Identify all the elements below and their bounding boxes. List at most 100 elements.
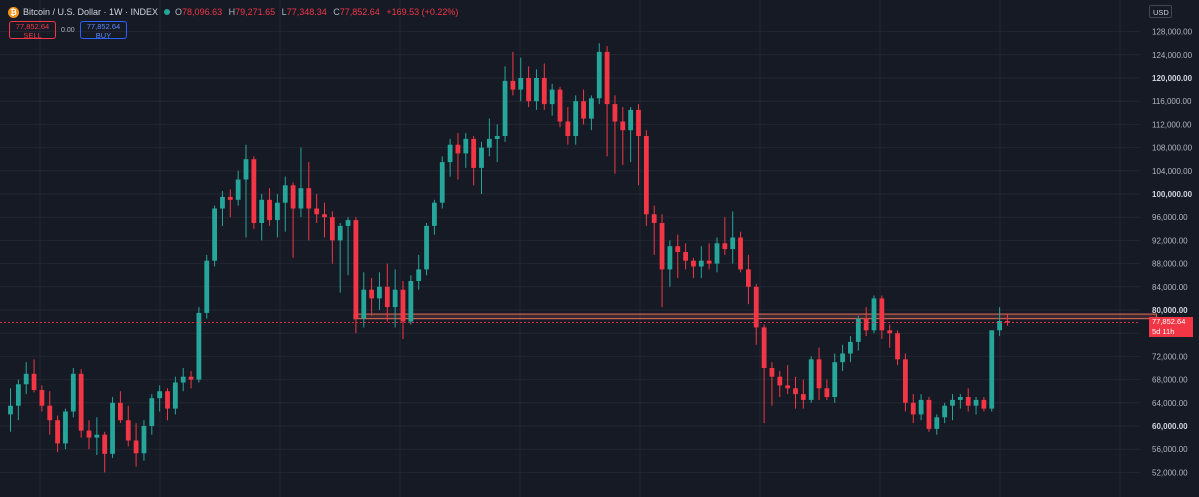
- candle-body: [275, 202, 280, 221]
- buy-label: BUY: [95, 30, 112, 40]
- candle-body: [981, 399, 987, 409]
- candle: [94, 417, 100, 455]
- symbol-title[interactable]: Bitcoin / U.S. Dollar · 1W · INDEX: [23, 7, 159, 17]
- candle-body: [942, 405, 948, 418]
- candle-body: [298, 188, 304, 209]
- high-value: 79,271.65: [235, 7, 276, 17]
- chart-header: ₿ Bitcoin / U.S. Dollar · 1W · INDEX O78…: [8, 5, 458, 19]
- high-label: H: [228, 7, 236, 17]
- candle: [746, 254, 751, 305]
- candle-body: [581, 101, 586, 119]
- candle-body: [204, 260, 210, 313]
- candle: [589, 95, 594, 131]
- candle: [267, 188, 272, 226]
- candle: [39, 385, 45, 412]
- candle: [753, 283, 759, 345]
- candle-body: [424, 225, 429, 270]
- candle: [683, 243, 688, 270]
- candle: [934, 414, 940, 435]
- candle-body: [628, 109, 634, 131]
- candle: [738, 231, 743, 273]
- sell-button[interactable]: 77,852.64 SELL: [9, 21, 56, 39]
- bitcoin-icon: ₿: [8, 6, 19, 18]
- candle: [298, 147, 304, 218]
- change-value: +169.53 (+0.22%): [386, 7, 459, 17]
- candle-body: [220, 196, 225, 209]
- candle: [612, 95, 618, 174]
- candle: [667, 240, 673, 287]
- candle-body: [157, 391, 163, 399]
- candle-body: [808, 359, 814, 400]
- candle: [808, 356, 814, 403]
- currency-selector[interactable]: USD: [1149, 5, 1172, 18]
- candle: [471, 136, 477, 186]
- candle: [848, 336, 853, 363]
- open-label: O: [175, 7, 183, 17]
- candle: [432, 199, 437, 235]
- candle: [502, 66, 508, 142]
- price-tick-label: 56,000.00: [1152, 445, 1188, 454]
- candle-body: [102, 434, 108, 454]
- candle-body: [596, 51, 602, 99]
- candle-body: [314, 208, 320, 215]
- candle: [275, 194, 280, 238]
- buy-button[interactable]: 77,852.64 BUY: [80, 21, 127, 39]
- candle-body: [353, 220, 359, 319]
- candle-body: [753, 286, 759, 328]
- candle-body: [926, 399, 932, 429]
- grid-lines: [0, 0, 1140, 497]
- candle: [463, 133, 469, 168]
- candle-body: [643, 136, 649, 215]
- candle-body: [997, 321, 1002, 331]
- candle: [8, 388, 13, 432]
- candle-body: [840, 353, 845, 363]
- candle-body: [149, 398, 155, 426]
- candle-body: [94, 434, 100, 438]
- open-value: 78,096.63: [182, 7, 223, 17]
- candle-body: [691, 260, 696, 267]
- candle-body: [227, 196, 233, 200]
- candle: [479, 141, 484, 194]
- candle-body: [447, 144, 453, 163]
- candle: [439, 156, 445, 209]
- candle: [518, 57, 524, 102]
- candle: [863, 307, 869, 337]
- candle: [322, 202, 327, 238]
- candle: [290, 182, 296, 258]
- candle: [110, 397, 115, 458]
- candle: [942, 402, 948, 424]
- candle: [55, 415, 60, 453]
- candle: [973, 397, 979, 415]
- candle: [23, 362, 29, 395]
- candle-body: [1005, 321, 1010, 323]
- candle-body: [78, 373, 84, 431]
- candle-body: [683, 252, 688, 261]
- candle: [125, 405, 131, 447]
- candle-body: [965, 397, 971, 406]
- candle: [424, 223, 429, 276]
- candle-body: [306, 188, 312, 209]
- candle-body: [871, 298, 877, 331]
- candle-body: [235, 179, 241, 200]
- candle-body: [746, 269, 751, 287]
- candle-body: [70, 373, 76, 412]
- price-tick-label: 68,000.00: [1152, 376, 1188, 385]
- price-tick-label: 60,000.00: [1152, 422, 1188, 431]
- candle-body: [957, 397, 963, 400]
- candle-body: [455, 144, 461, 154]
- price-tick-label: 72,000.00: [1152, 352, 1188, 361]
- candle: [903, 353, 908, 412]
- candle-body: [620, 121, 626, 131]
- candle-body: [31, 373, 37, 391]
- candle-body: [479, 147, 484, 168]
- candle-body: [55, 420, 60, 444]
- candle-body: [824, 388, 830, 397]
- candle-body: [188, 376, 194, 380]
- candle-body: [392, 289, 398, 308]
- price-tick-label: 92,000.00: [1152, 236, 1188, 245]
- price-tick-label: 120,000.00: [1152, 74, 1193, 83]
- candle-body: [502, 80, 508, 136]
- candle: [761, 324, 767, 424]
- candle: [691, 257, 696, 279]
